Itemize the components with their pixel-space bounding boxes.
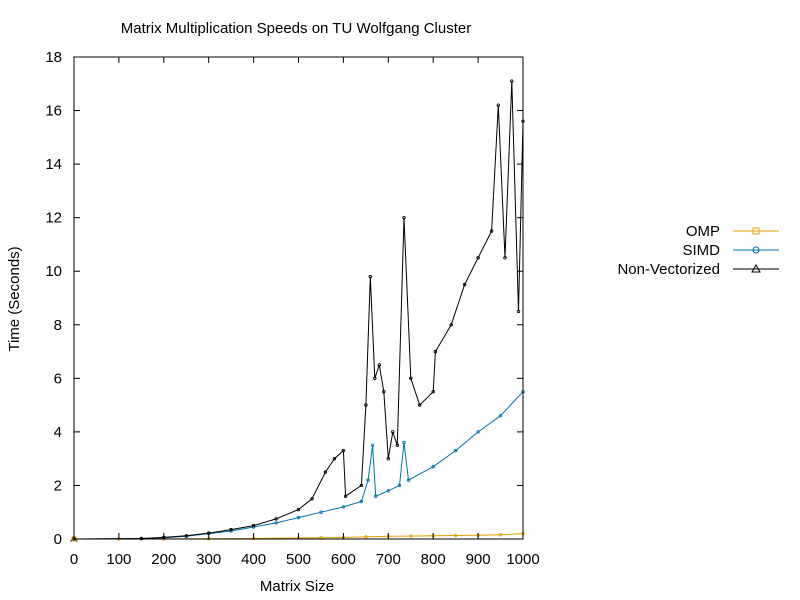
- x-axis-label: Matrix Size: [260, 578, 334, 595]
- x-tick-label: 800: [421, 551, 446, 568]
- data-point: [310, 497, 314, 501]
- data-point: [431, 390, 435, 394]
- data-point: [462, 282, 467, 287]
- legend-marker-triangle: [751, 263, 761, 273]
- data-point: [431, 465, 435, 469]
- series-line-non-vectorized: [73, 81, 524, 540]
- x-tick-label: 1000: [506, 551, 539, 568]
- data-point: [359, 483, 364, 488]
- legend-marker-circle: [752, 246, 760, 254]
- data-point: [374, 494, 378, 498]
- data-point: [251, 523, 256, 528]
- data-point: [359, 499, 364, 504]
- data-point: [364, 403, 368, 407]
- series-non-vectorized: [72, 79, 525, 541]
- data-point: [453, 533, 458, 538]
- data-point: [341, 448, 346, 453]
- legend-marker-square: [752, 227, 760, 235]
- data-point: [274, 517, 278, 521]
- data-point: [382, 390, 386, 394]
- y-tick-label: 18: [45, 49, 62, 66]
- data-point: [402, 215, 406, 220]
- data-point: [476, 256, 480, 260]
- chart-title: Matrix Multiplication Speeds on TU Wolfg…: [121, 20, 471, 37]
- data-point: [296, 507, 301, 512]
- legend-item: Non-Vectorized: [617, 261, 779, 278]
- data-point: [453, 448, 458, 453]
- data-point: [386, 457, 390, 461]
- data-point: [476, 430, 480, 434]
- y-tick-label: 4: [54, 424, 62, 441]
- legend-label: SIMD: [683, 242, 721, 259]
- legend-label: OMP: [686, 223, 720, 240]
- data-point: [229, 527, 233, 532]
- y-tick-label: 0: [54, 531, 62, 548]
- x-tick-label: 0: [70, 551, 78, 568]
- data-point: [341, 505, 346, 509]
- x-tick-label: 200: [151, 551, 176, 568]
- data-point: [503, 256, 507, 260]
- y-tick-label: 8: [54, 317, 62, 334]
- x-tick-label: 300: [196, 551, 221, 568]
- data-point: [406, 478, 411, 482]
- data-point: [366, 478, 370, 482]
- data-point: [510, 79, 514, 83]
- data-point: [373, 376, 377, 380]
- data-point: [498, 414, 503, 418]
- data-point: [377, 363, 381, 367]
- data-point: [418, 403, 422, 407]
- plot-frame: [73, 56, 524, 540]
- data-point: [409, 376, 413, 380]
- y-tick-label: 16: [45, 103, 62, 120]
- legend: OMP SIMD Non-Vectorized: [617, 223, 779, 278]
- series-layer: [70, 79, 525, 542]
- y-tick-label: 12: [45, 210, 62, 227]
- data-point: [364, 535, 368, 539]
- data-point: [332, 457, 337, 461]
- y-axis-label: Time (Seconds): [6, 246, 23, 351]
- y-tick-label: 6: [54, 370, 62, 387]
- x-tick-label: 400: [241, 551, 266, 568]
- series-line-simd: [73, 391, 524, 540]
- data-point: [402, 440, 406, 445]
- series-simd: [72, 390, 525, 541]
- data-point: [370, 443, 375, 447]
- legend-item: SIMD: [683, 242, 779, 259]
- y-tick-label: 14: [45, 156, 62, 173]
- legend-label: Non-Vectorized: [617, 261, 720, 278]
- data-point: [391, 430, 395, 434]
- ticks-layer: 0 100 200 300 400 500 600 700 800 900 1000 0 2 4 6 8 10 1…: [45, 49, 539, 568]
- data-point: [386, 489, 390, 493]
- data-point: [343, 494, 348, 498]
- data-point: [323, 470, 328, 474]
- data-point: [449, 323, 453, 327]
- data-point: [498, 533, 503, 537]
- x-tick-label: 700: [376, 551, 401, 568]
- data-point: [368, 274, 372, 279]
- x-tick-label: 100: [106, 551, 131, 568]
- data-point: [397, 483, 402, 488]
- x-tick-label: 600: [331, 551, 356, 568]
- x-tick-label: 900: [466, 551, 491, 568]
- x-tick-label: 500: [286, 551, 311, 568]
- legend-item: OMP: [686, 223, 779, 240]
- data-point: [433, 349, 438, 354]
- data-point: [409, 534, 413, 538]
- data-point: [296, 515, 301, 520]
- data-point: [274, 521, 278, 525]
- y-tick-label: 2: [54, 477, 62, 494]
- data-point: [395, 443, 399, 447]
- data-point: [319, 510, 323, 514]
- data-point: [516, 309, 521, 314]
- y-tick-label: 10: [45, 263, 62, 280]
- data-point: [489, 229, 494, 233]
- data-point: [496, 103, 500, 107]
- data-point: [184, 534, 188, 538]
